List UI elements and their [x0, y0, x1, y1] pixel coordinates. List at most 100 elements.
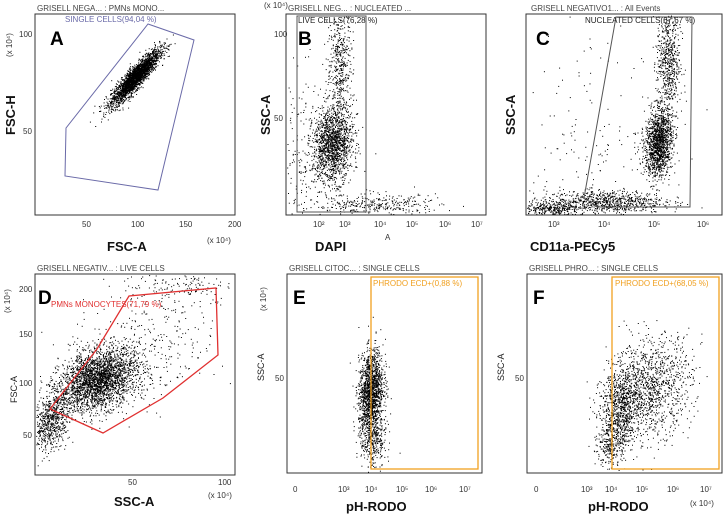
event-dot [343, 61, 345, 63]
event-dot [290, 182, 292, 184]
event-dot [129, 90, 131, 92]
event-dot [387, 207, 388, 209]
event-dot [347, 74, 349, 76]
event-dot [157, 54, 159, 56]
event-dot [327, 139, 329, 141]
event-dot [350, 113, 352, 115]
event-dot [119, 98, 121, 100]
event-dot [142, 66, 144, 68]
event-dot [336, 135, 338, 137]
event-dot [339, 112, 341, 114]
event-dot [335, 173, 337, 174]
event-dot [337, 50, 339, 52]
event-dot [335, 84, 337, 86]
event-dot [338, 52, 340, 54]
event-dot [160, 47, 161, 49]
event-dot [113, 101, 115, 103]
event-dot [132, 81, 134, 83]
event-dot [325, 195, 327, 197]
event-dot [327, 135, 329, 137]
event-dot [344, 129, 346, 131]
event-dot [343, 133, 345, 135]
event-dot [340, 128, 342, 130]
event-dot [340, 140, 342, 142]
event-dot [136, 67, 137, 69]
event-dot [346, 155, 348, 157]
event-dot [346, 140, 348, 142]
event-dot [337, 93, 339, 94]
event-dot [369, 203, 371, 205]
event-dot [337, 114, 339, 116]
event-dot [316, 150, 318, 152]
event-dot [336, 54, 337, 56]
event-dot [142, 76, 144, 78]
event-dot [372, 191, 374, 193]
event-dot [337, 46, 339, 48]
event-dot [327, 109, 329, 111]
event-dot [128, 73, 130, 75]
event-dot [337, 142, 339, 144]
event-dot [145, 72, 147, 74]
event-dot [111, 103, 112, 105]
event-dot [394, 208, 396, 210]
event-dot [334, 118, 336, 120]
event-dot [137, 69, 139, 71]
event-dot [301, 203, 302, 205]
event-dot [343, 107, 345, 109]
event-dot [127, 80, 129, 82]
event-dot [125, 86, 127, 88]
event-dot [155, 53, 157, 55]
event-dot [324, 184, 326, 186]
event-dot [337, 152, 339, 154]
event-dot [321, 131, 323, 133]
event-dot [119, 91, 121, 93]
event-dot [340, 68, 342, 70]
event-dot [320, 136, 321, 137]
event-dot [327, 128, 329, 130]
event-dot [334, 18, 336, 20]
event-dot [341, 72, 343, 74]
event-dot [339, 204, 341, 206]
event-dot [351, 139, 353, 141]
event-dot [349, 151, 351, 153]
event-dot [315, 161, 317, 163]
event-dot [322, 207, 324, 209]
event-dot [346, 48, 348, 50]
event-dot [128, 87, 130, 89]
event-dot [337, 53, 339, 55]
event-dot [330, 138, 332, 139]
event-dot [298, 152, 300, 154]
event-dot [332, 137, 334, 139]
event-dot [314, 179, 316, 181]
event-dot [334, 145, 336, 147]
event-dot [325, 162, 327, 164]
event-dot [335, 185, 337, 187]
x-tick-a-100: 100 [131, 220, 145, 229]
event-dot [343, 99, 345, 101]
event-dot [320, 153, 322, 155]
event-dot [336, 51, 338, 53]
event-dot [338, 141, 340, 143]
event-dot [357, 113, 359, 114]
event-dot [308, 137, 310, 139]
event-dot [116, 84, 118, 85]
event-dot [337, 79, 338, 81]
event-dot [112, 104, 114, 106]
event-dot [294, 150, 296, 152]
event-dot [163, 44, 165, 46]
event-dot [330, 161, 332, 163]
event-dot [346, 130, 348, 132]
event-dot [327, 83, 329, 85]
event-dot [331, 146, 333, 148]
event-dot [327, 178, 329, 180]
event-dot [392, 201, 394, 203]
event-dot [321, 114, 323, 116]
event-dot [331, 123, 333, 125]
event-dot [327, 161, 329, 163]
event-dot [126, 89, 128, 91]
event-dot [131, 76, 133, 78]
event-dot [330, 157, 332, 159]
event-dot [131, 77, 133, 79]
event-dot [346, 45, 348, 47]
event-dot [333, 198, 335, 200]
